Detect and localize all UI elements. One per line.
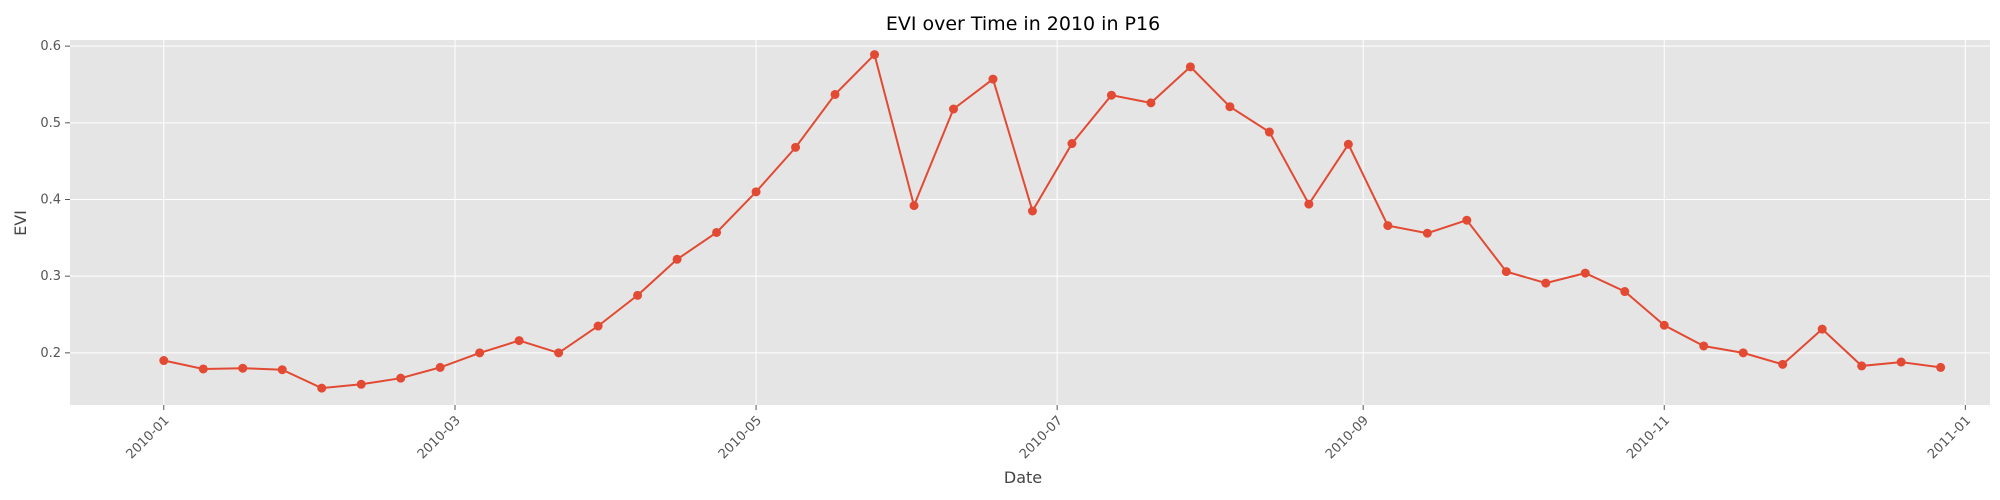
series-points <box>159 50 1946 393</box>
data-point <box>238 363 248 373</box>
data-point <box>712 227 722 237</box>
data-point <box>1067 139 1077 149</box>
data-point <box>1106 90 1116 100</box>
data-point <box>198 364 208 374</box>
data-point <box>554 348 564 358</box>
data-point <box>1541 278 1551 288</box>
y-tick-label: 0.2 <box>40 346 61 361</box>
x-axis-label: Date <box>1004 468 1042 487</box>
data-point <box>1659 320 1669 330</box>
data-point <box>1146 98 1156 108</box>
x-tick-label: 2010-09 <box>1323 413 1372 462</box>
chart-title: EVI over Time in 2010 in P16 <box>886 13 1160 35</box>
x-tick-label: 2010-05 <box>716 413 765 462</box>
data-point <box>988 74 998 84</box>
data-point <box>1817 324 1827 334</box>
data-point <box>1936 362 1946 372</box>
data-point <box>1778 359 1788 369</box>
data-point <box>1304 199 1314 209</box>
data-point <box>870 50 880 60</box>
data-point <box>1501 267 1511 277</box>
x-axis: 2010-01 2010-03 2010-05 2010-07 2010-09 2010-… <box>124 405 1974 462</box>
data-point <box>672 254 682 264</box>
data-point <box>435 362 445 372</box>
x-tick-label: 2010-01 <box>124 413 173 462</box>
data-point <box>1580 268 1590 278</box>
y-tick-label: 0.4 <box>40 192 61 207</box>
data-point <box>1620 287 1630 297</box>
y-tick-label: 0.5 <box>40 116 61 131</box>
data-point <box>277 365 287 375</box>
data-point <box>751 187 761 197</box>
data-point <box>1225 102 1235 112</box>
data-point <box>1264 127 1274 137</box>
data-point <box>317 383 327 393</box>
data-point <box>356 379 366 389</box>
data-point <box>1343 139 1353 149</box>
data-point <box>1896 357 1906 367</box>
x-tick-label: 2010-03 <box>415 413 464 462</box>
series-line <box>163 52 1941 390</box>
data-point <box>1185 62 1195 72</box>
data-point <box>948 104 958 114</box>
data-point <box>791 142 801 152</box>
y-tick-label: 0.6 <box>40 39 61 54</box>
data-point <box>1857 361 1867 371</box>
data-point <box>1027 206 1037 216</box>
y-axis-label: EVI <box>11 210 30 236</box>
data-point <box>909 201 919 211</box>
y-axis: 0.2 0.3 0.4 0.5 0.6 <box>40 39 70 361</box>
data-point <box>633 290 643 300</box>
data-point <box>1699 341 1709 351</box>
x-tick-label: 2010-07 <box>1017 413 1066 462</box>
data-point <box>159 356 169 366</box>
data-point <box>396 373 406 383</box>
x-tick-label: 2010-11 <box>1624 413 1673 462</box>
data-point <box>1462 215 1472 225</box>
plot-area <box>70 40 1990 405</box>
data-point <box>1422 228 1432 238</box>
data-point <box>475 348 485 358</box>
data-point <box>1383 221 1393 231</box>
y-tick-label: 0.3 <box>40 269 61 284</box>
x-tick-label: 2011-01 <box>1925 413 1974 462</box>
data-point <box>514 336 524 346</box>
data-point <box>1738 348 1748 358</box>
data-point <box>593 321 603 331</box>
data-point <box>830 89 840 99</box>
